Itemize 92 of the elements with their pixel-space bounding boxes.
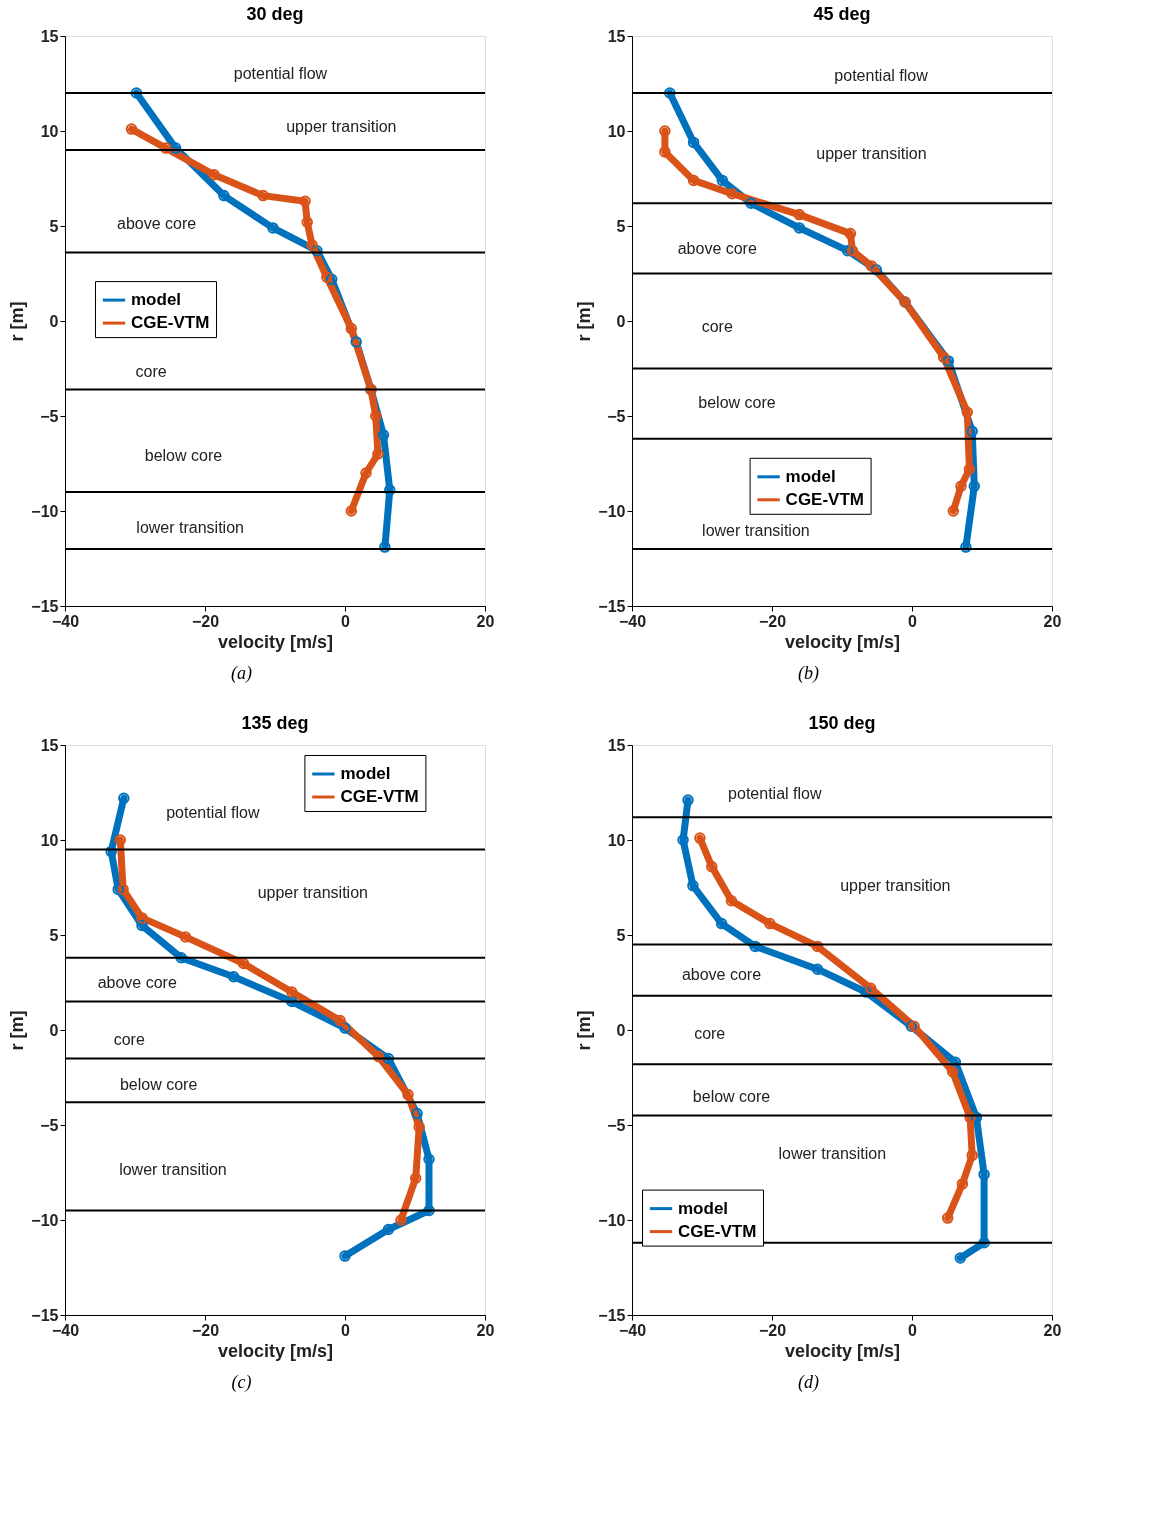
x-tick-label: −40 xyxy=(618,1321,647,1339)
legend-label: model xyxy=(131,290,182,310)
annotation: potential flow xyxy=(728,785,822,803)
legend-label: CGE-VTM xyxy=(131,313,210,333)
y-tick-label: 5 xyxy=(616,926,626,944)
text: (a) xyxy=(230,663,252,684)
text: (c) xyxy=(231,1372,252,1393)
x-tick-label: 0 xyxy=(908,1321,918,1339)
y-tick-label: −5 xyxy=(607,407,626,425)
y-tick-label: −10 xyxy=(598,1211,626,1229)
annotation: core xyxy=(701,317,733,335)
x-tick-label: −20 xyxy=(191,612,220,630)
y-tick-label: −5 xyxy=(607,1116,626,1134)
annotation: below core xyxy=(119,1076,198,1094)
annotation: upper transition xyxy=(816,144,927,162)
x-axis-title: velocity [m/s] xyxy=(784,1340,901,1361)
annotation: upper transition xyxy=(840,876,951,894)
x-tick-label: −40 xyxy=(51,1321,80,1339)
y-tick-label: 15 xyxy=(40,27,59,45)
y-tick-label: 15 xyxy=(40,736,59,754)
x-axis-title: velocity [m/s] xyxy=(784,631,901,652)
annotation: core xyxy=(135,363,167,381)
annotation: above core xyxy=(677,239,757,257)
chart-title: 150 deg xyxy=(808,713,876,733)
x-tick-label: 20 xyxy=(1043,612,1062,630)
annotation: above core xyxy=(116,214,197,232)
chart-title: 30 deg xyxy=(246,4,304,24)
legend-label: CGE-VTM xyxy=(340,787,419,806)
y-tick-label: −15 xyxy=(598,1306,626,1324)
y-tick-label: 0 xyxy=(49,312,59,330)
legend-label: model xyxy=(785,466,836,486)
y-axis-title: r [m] xyxy=(7,1010,28,1051)
x-axis-title: velocity [m/s] xyxy=(217,631,334,652)
y-tick-label: −10 xyxy=(598,502,626,520)
annotation: above core xyxy=(681,965,762,983)
y-tick-label: 15 xyxy=(607,27,626,45)
x-tick-label: −20 xyxy=(758,1321,787,1339)
y-tick-label: 0 xyxy=(616,312,626,330)
x-tick-label: 20 xyxy=(476,612,495,630)
annotation: below core xyxy=(698,393,776,411)
y-axis-title: r [m] xyxy=(7,301,28,342)
legend-label: model xyxy=(678,1198,729,1218)
y-tick-label: 10 xyxy=(40,831,59,849)
legend-label: model xyxy=(340,764,391,783)
x-tick-label: −40 xyxy=(618,612,647,630)
x-tick-label: −20 xyxy=(191,1321,220,1339)
annotation: core xyxy=(694,1025,726,1043)
legend-label: CGE-VTM xyxy=(785,489,864,509)
y-tick-label: 15 xyxy=(607,736,626,754)
y-tick-label: −10 xyxy=(31,502,59,520)
annotation: below core xyxy=(692,1087,771,1105)
x-tick-label: 0 xyxy=(908,612,918,630)
annotation: below core xyxy=(144,447,223,465)
x-tick-label: 0 xyxy=(341,1321,351,1339)
y-axis-title: r [m] xyxy=(574,301,595,342)
text: (b) xyxy=(797,663,819,684)
y-tick-label: 10 xyxy=(607,122,626,140)
y-tick-label: −5 xyxy=(40,407,59,425)
legend-label: CGE-VTM xyxy=(678,1221,757,1241)
annotation: lower transition xyxy=(702,522,810,540)
x-tick-label: 20 xyxy=(1043,1321,1062,1339)
x-tick-label: 20 xyxy=(476,1321,495,1339)
x-tick-label: 0 xyxy=(341,612,351,630)
y-tick-label: 5 xyxy=(49,926,59,944)
y-tick-label: −10 xyxy=(31,1211,59,1229)
annotation: lower transition xyxy=(136,518,244,536)
text: (d) xyxy=(797,1372,819,1393)
x-axis-title: velocity [m/s] xyxy=(217,1340,334,1361)
y-tick-label: 5 xyxy=(616,217,626,235)
x-tick-label: −20 xyxy=(758,612,787,630)
annotation: potential flow xyxy=(233,65,328,83)
annotation: lower transition xyxy=(778,1144,887,1162)
y-tick-label: 0 xyxy=(49,1021,59,1039)
y-tick-label: −15 xyxy=(31,597,59,615)
annotation: lower transition xyxy=(119,1161,227,1179)
y-tick-label: 10 xyxy=(40,122,59,140)
annotation: above core xyxy=(97,973,177,991)
chart-title: 45 deg xyxy=(813,4,871,24)
y-axis-title: r [m] xyxy=(574,1010,595,1051)
x-tick-label: −40 xyxy=(51,612,80,630)
y-tick-label: 10 xyxy=(607,831,626,849)
y-tick-label: −5 xyxy=(40,1116,59,1134)
annotation: core xyxy=(113,1030,145,1048)
y-tick-label: −15 xyxy=(598,597,626,615)
y-tick-label: 0 xyxy=(616,1021,626,1039)
annotation: potential flow xyxy=(166,803,260,821)
y-tick-label: −15 xyxy=(31,1306,59,1324)
chart-title: 135 deg xyxy=(241,713,309,733)
annotation: upper transition xyxy=(286,118,397,136)
annotation: potential flow xyxy=(834,66,929,84)
y-tick-label: 5 xyxy=(49,217,59,235)
annotation: upper transition xyxy=(257,883,368,901)
